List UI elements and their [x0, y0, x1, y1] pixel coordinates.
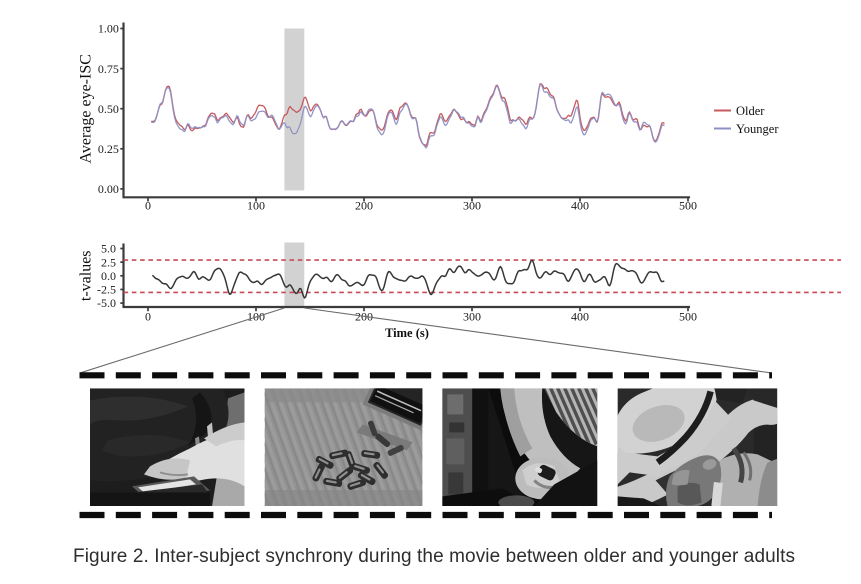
svg-text:Older: Older [736, 104, 765, 118]
svg-text:Younger: Younger [736, 122, 779, 136]
svg-text:1.00: 1.00 [98, 22, 119, 36]
svg-text:0.00: 0.00 [98, 182, 119, 196]
svg-text:300: 300 [463, 199, 481, 213]
svg-text:-2.5: -2.5 [97, 283, 116, 297]
svg-text:400: 400 [571, 310, 589, 324]
svg-text:0: 0 [145, 199, 151, 213]
svg-text:0.25: 0.25 [98, 142, 119, 156]
svg-text:0.75: 0.75 [98, 62, 119, 76]
svg-text:400: 400 [571, 199, 589, 213]
svg-text:t-values: t-values [78, 250, 95, 301]
svg-text:500: 500 [679, 310, 697, 324]
svg-text:-5.0: -5.0 [97, 296, 116, 310]
svg-text:Figure 2. Inter-subject synchr: Figure 2. Inter-subject synchrony during… [73, 546, 795, 567]
svg-text:2.5: 2.5 [101, 255, 116, 269]
svg-text:200: 200 [355, 199, 373, 213]
svg-text:5.0: 5.0 [101, 242, 116, 256]
svg-text:300: 300 [463, 310, 481, 324]
svg-text:500: 500 [679, 199, 697, 213]
svg-text:Time (s): Time (s) [385, 326, 429, 340]
svg-text:0.50: 0.50 [98, 102, 119, 116]
svg-text:0.0: 0.0 [101, 269, 116, 283]
svg-text:100: 100 [247, 199, 265, 213]
svg-text:Average eye-ISC: Average eye-ISC [78, 54, 95, 163]
svg-text:0: 0 [145, 310, 151, 324]
